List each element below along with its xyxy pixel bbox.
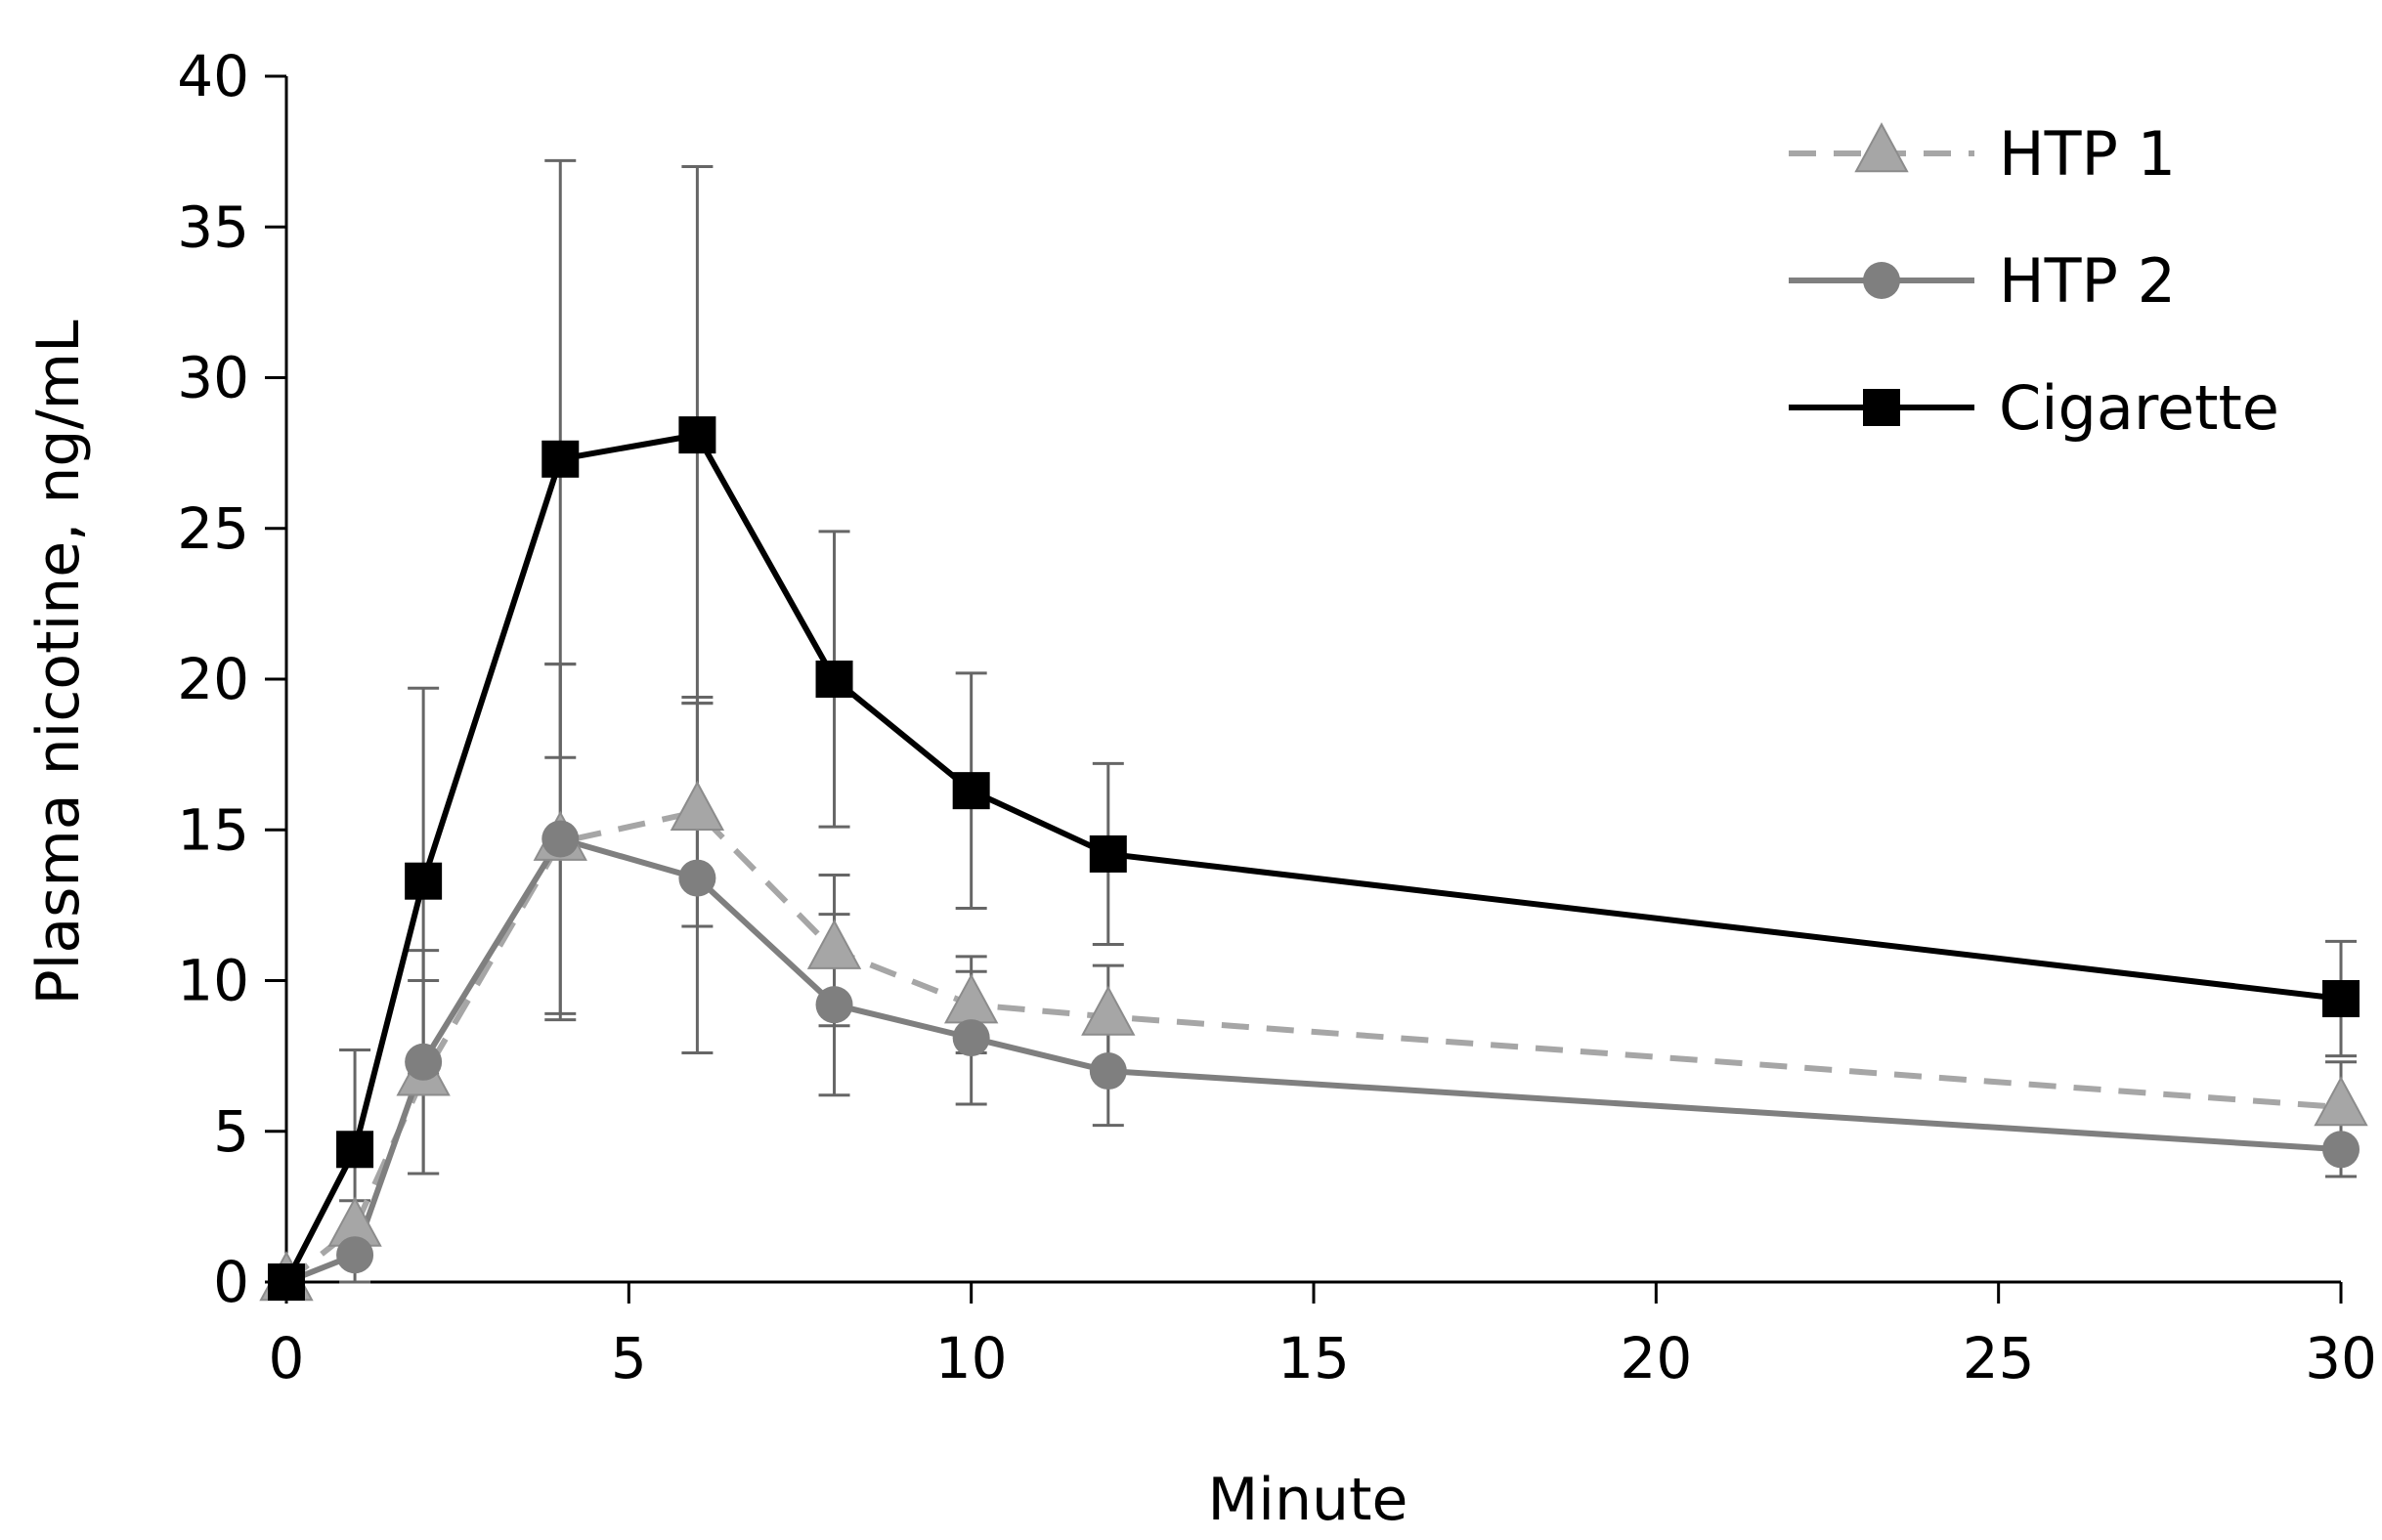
error-bars — [339, 158, 2357, 1284]
data-point-htp-1 — [670, 780, 725, 831]
y-tick-label: 20 — [177, 646, 249, 712]
data-point-htp-1 — [943, 973, 999, 1024]
x-axis-label: Minute — [1208, 1466, 1408, 1534]
series-lines — [283, 432, 2342, 1285]
y-tick-label: 10 — [177, 948, 249, 1014]
data-point-htp-2 — [1089, 1052, 1127, 1091]
data-point-htp-1 — [2314, 1076, 2368, 1127]
data-point-htp-2 — [678, 859, 716, 897]
y-tick-label: 40 — [177, 43, 249, 109]
y-tick-label: 0 — [213, 1249, 249, 1315]
legend-label-cigarette: Cigarette — [1999, 372, 2279, 444]
data-point-htp-1 — [1081, 985, 1136, 1036]
x-tick-label: 15 — [1278, 1325, 1350, 1391]
x-tick-label: 5 — [611, 1325, 647, 1391]
data-point-htp-2 — [952, 1019, 990, 1057]
y-tick-label: 30 — [177, 345, 249, 411]
data-point-cigarette — [678, 416, 716, 454]
series-line-cigarette — [283, 432, 2342, 1284]
data-point-cigarette — [952, 772, 990, 810]
x-tick-label: 10 — [935, 1325, 1008, 1391]
x-tick-label: 25 — [1963, 1325, 2035, 1391]
data-point-cigarette — [2322, 980, 2360, 1018]
data-point-htp-2 — [541, 820, 580, 858]
data-point-htp-2 — [405, 1043, 443, 1081]
x-tick-label: 0 — [269, 1325, 305, 1391]
legend-label-htp-1: HTP 1 — [1999, 118, 2176, 190]
y-tick-label: 15 — [177, 796, 249, 863]
data-point-cigarette — [405, 862, 443, 900]
x-tick-label: 20 — [1620, 1325, 1692, 1391]
series-markers — [259, 416, 2368, 1302]
legend: HTP 1 HTP 2 Cigarette — [1789, 118, 2279, 444]
data-point-cigarette — [268, 1263, 305, 1301]
y-tick-label: 25 — [177, 495, 249, 562]
axes: 0 5 10 15 20 25 30 35 40 0 5 10 15 20 25 30 — [177, 43, 2377, 1391]
data-point-htp-2 — [2322, 1131, 2360, 1169]
data-point-htp-2 — [815, 986, 853, 1024]
data-point-cigarette — [815, 661, 853, 698]
data-point-cigarette — [336, 1131, 374, 1169]
legend-marker-htp-2 — [1863, 262, 1900, 299]
data-point-htp-1 — [806, 919, 862, 969]
legend-marker-cigarette — [1863, 389, 1900, 426]
data-point-cigarette — [541, 440, 580, 478]
y-axis-label: Plasma nicotine, ng/mL — [24, 320, 93, 1005]
data-point-cigarette — [1089, 834, 1127, 873]
legend-marker-htp-1 — [1854, 122, 1909, 173]
series-line-htp-1 — [284, 808, 2342, 1285]
y-tick-label: 35 — [177, 193, 249, 260]
y-tick-label: 5 — [213, 1098, 249, 1165]
data-point-htp-2 — [336, 1236, 374, 1274]
x-tick-label: 30 — [2305, 1325, 2377, 1391]
series-line-htp-2 — [284, 835, 2342, 1285]
legend-label-htp-2: HTP 2 — [1999, 245, 2176, 317]
